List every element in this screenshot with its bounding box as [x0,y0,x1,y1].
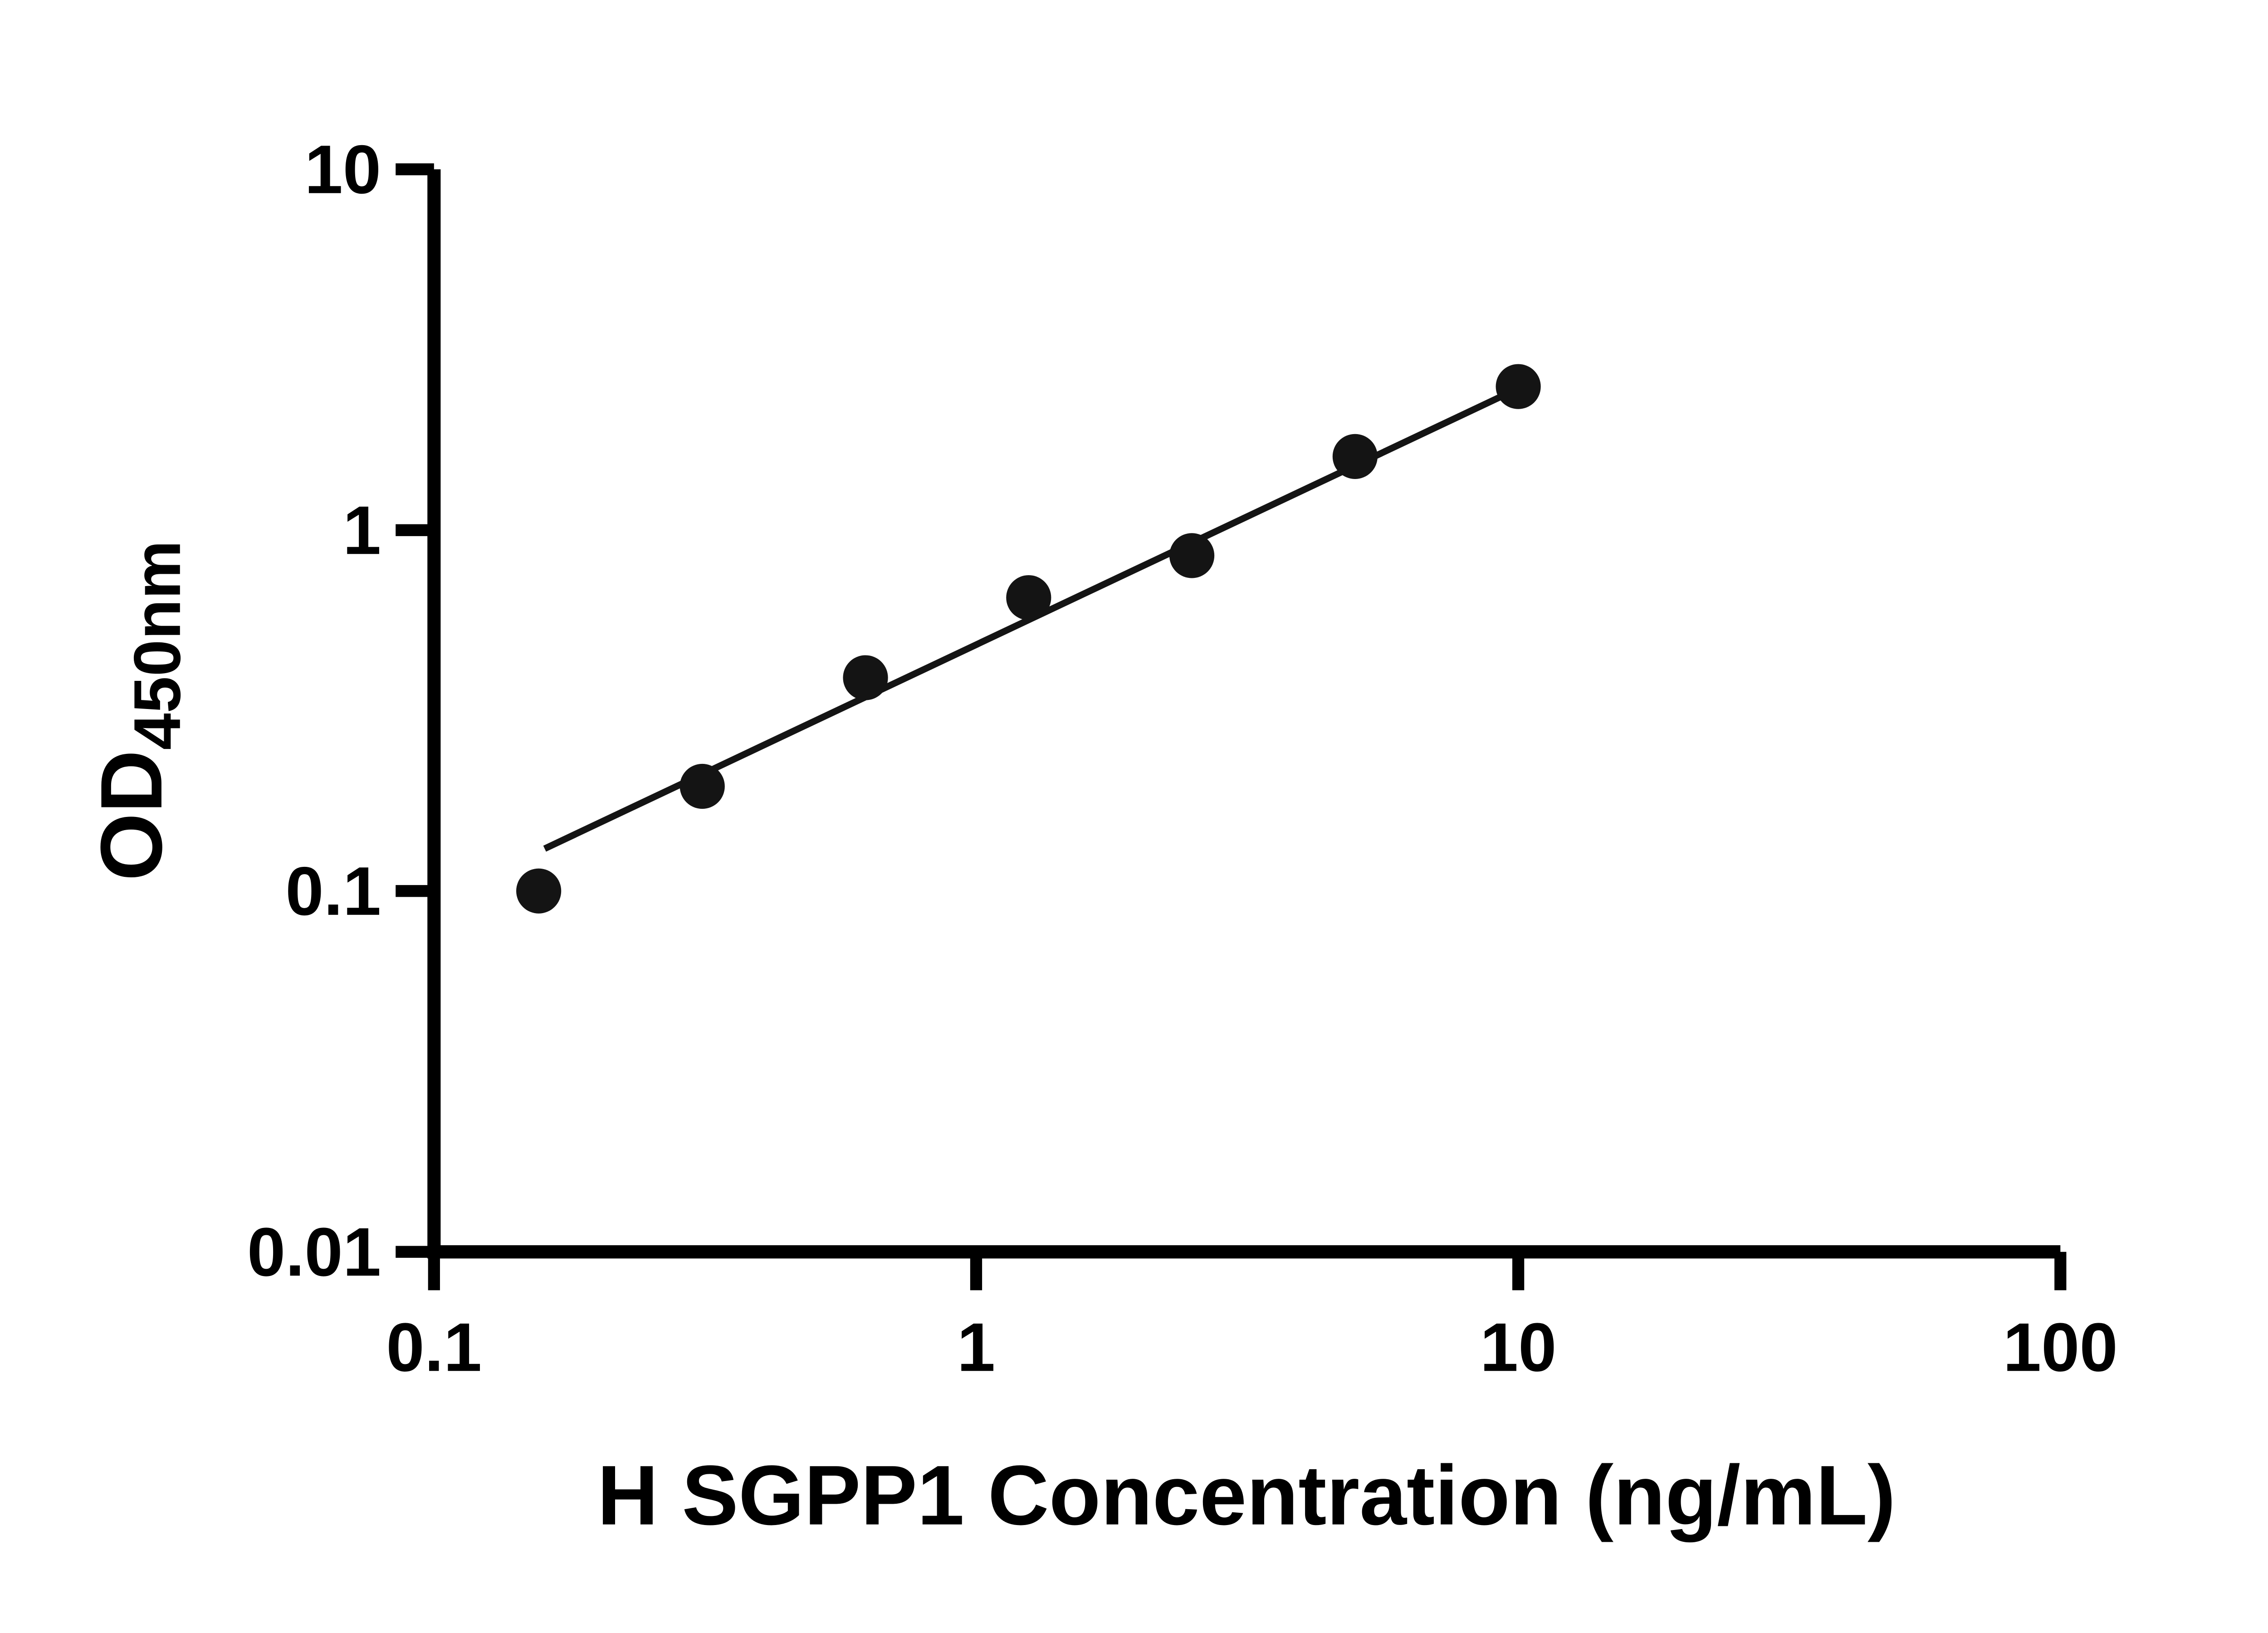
x-tick-label: 0.1 [386,1309,482,1386]
y-axis-title: OD450nm [83,540,194,881]
x-axis-title: H SGPP1 Concentration (ng/mL) [597,1448,1896,1543]
data-point [1332,434,1378,479]
axes-frame [427,169,2061,1259]
data-point [679,763,725,809]
y-tick-label: 0.01 [247,1214,381,1291]
data-point [843,655,888,700]
y-tick-label: 0.1 [285,853,381,930]
x-tick-label: 1 [957,1309,995,1386]
y-axis-title-subscript: 450nm [120,540,194,750]
y-axis-title-base: OD [83,750,180,881]
data-point [1496,364,1541,409]
y-tick-label: 1 [343,492,381,569]
x-tick-label: 100 [2003,1309,2118,1386]
data-point [1169,533,1215,578]
y-tick-label: 10 [304,132,381,208]
x-tick-label: 10 [1480,1309,1557,1386]
data-point [1006,575,1051,621]
data-point [516,868,562,914]
